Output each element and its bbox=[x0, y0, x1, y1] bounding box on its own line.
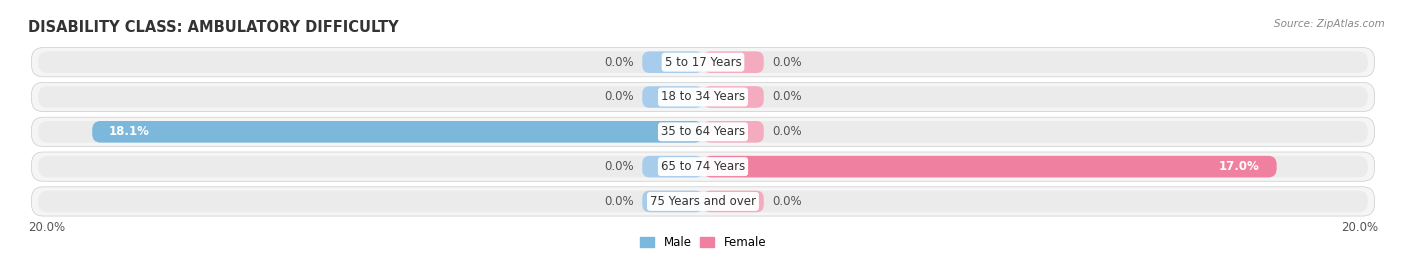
FancyBboxPatch shape bbox=[38, 86, 1368, 108]
FancyBboxPatch shape bbox=[643, 51, 703, 73]
Text: 75 Years and over: 75 Years and over bbox=[650, 195, 756, 208]
FancyBboxPatch shape bbox=[703, 86, 763, 108]
Text: 0.0%: 0.0% bbox=[605, 56, 634, 69]
FancyBboxPatch shape bbox=[643, 86, 703, 108]
Text: Source: ZipAtlas.com: Source: ZipAtlas.com bbox=[1274, 19, 1385, 29]
Text: DISABILITY CLASS: AMBULATORY DIFFICULTY: DISABILITY CLASS: AMBULATORY DIFFICULTY bbox=[28, 20, 399, 35]
Text: 0.0%: 0.0% bbox=[605, 195, 634, 208]
FancyBboxPatch shape bbox=[703, 121, 763, 143]
Legend: Male, Female: Male, Female bbox=[636, 231, 770, 254]
Text: 18.1%: 18.1% bbox=[110, 125, 150, 138]
FancyBboxPatch shape bbox=[703, 51, 763, 73]
Text: 20.0%: 20.0% bbox=[1341, 221, 1378, 233]
Text: 0.0%: 0.0% bbox=[605, 90, 634, 104]
FancyBboxPatch shape bbox=[703, 156, 1277, 178]
Text: 0.0%: 0.0% bbox=[772, 195, 801, 208]
FancyBboxPatch shape bbox=[38, 156, 1368, 178]
FancyBboxPatch shape bbox=[31, 48, 1375, 77]
Text: 0.0%: 0.0% bbox=[772, 56, 801, 69]
Text: 17.0%: 17.0% bbox=[1219, 160, 1260, 173]
FancyBboxPatch shape bbox=[93, 121, 703, 143]
FancyBboxPatch shape bbox=[31, 187, 1375, 216]
Text: 18 to 34 Years: 18 to 34 Years bbox=[661, 90, 745, 104]
Text: 0.0%: 0.0% bbox=[605, 160, 634, 173]
FancyBboxPatch shape bbox=[31, 117, 1375, 146]
Text: 0.0%: 0.0% bbox=[772, 125, 801, 138]
Text: 35 to 64 Years: 35 to 64 Years bbox=[661, 125, 745, 138]
Text: 20.0%: 20.0% bbox=[28, 221, 65, 233]
FancyBboxPatch shape bbox=[38, 51, 1368, 73]
FancyBboxPatch shape bbox=[703, 191, 763, 212]
Text: 0.0%: 0.0% bbox=[772, 90, 801, 104]
FancyBboxPatch shape bbox=[31, 82, 1375, 112]
Text: 5 to 17 Years: 5 to 17 Years bbox=[665, 56, 741, 69]
FancyBboxPatch shape bbox=[643, 156, 703, 178]
FancyBboxPatch shape bbox=[38, 121, 1368, 143]
FancyBboxPatch shape bbox=[643, 191, 703, 212]
FancyBboxPatch shape bbox=[31, 152, 1375, 181]
Text: 65 to 74 Years: 65 to 74 Years bbox=[661, 160, 745, 173]
FancyBboxPatch shape bbox=[38, 191, 1368, 212]
